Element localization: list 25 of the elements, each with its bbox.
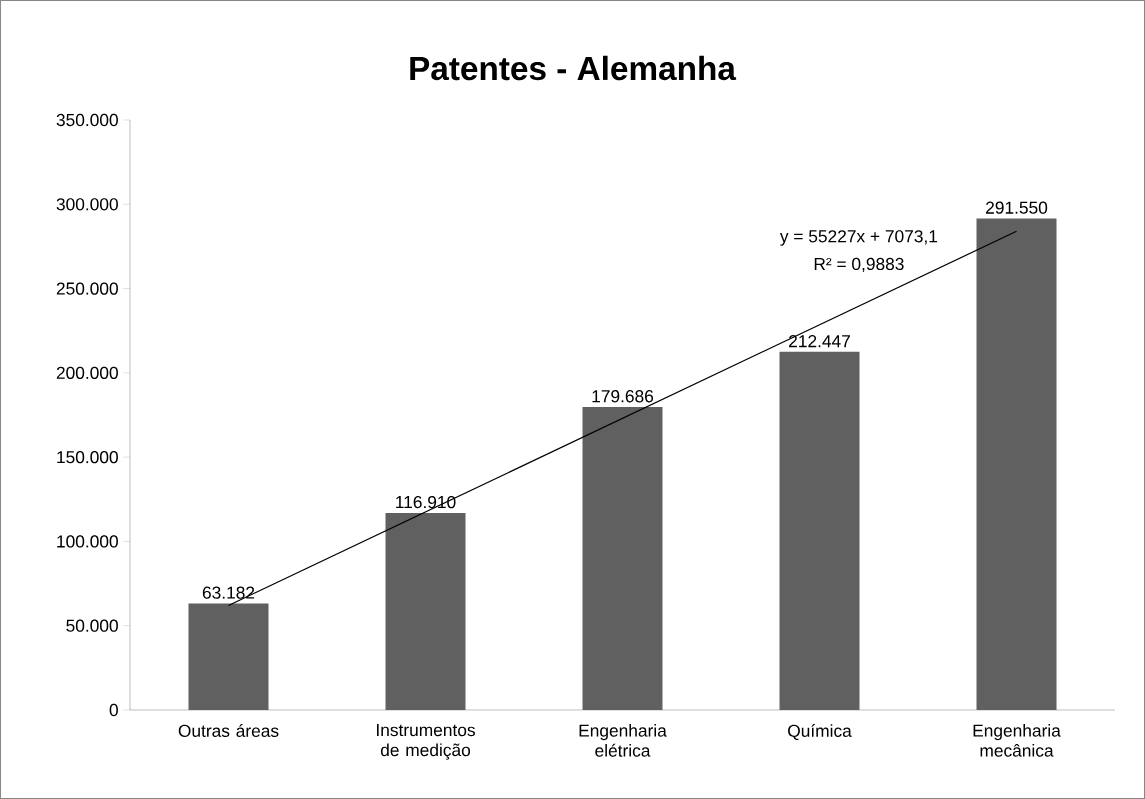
x-tick-label: Instrumentos de medição	[377, 724, 475, 760]
y-tick-label: 50.000	[66, 619, 118, 632]
x-tick-label: Engenharia elétrica	[579, 724, 667, 757]
data-label: 63.182	[202, 586, 255, 599]
data-label: 212.447	[789, 335, 850, 348]
y-tick-label: 300.000	[56, 198, 118, 211]
bar	[976, 218, 1057, 710]
chart-title: Patentes - Alemanha	[410, 55, 737, 81]
bar	[385, 512, 466, 710]
bar	[582, 407, 663, 710]
y-tick-label: 200.000	[56, 366, 118, 379]
bar	[188, 603, 269, 710]
y-tick-label: 350.000	[56, 113, 118, 127]
y-tick-label: 150.000	[57, 451, 118, 464]
y-tick-label: 100.000	[57, 535, 118, 548]
data-label: 291.550	[986, 201, 1048, 214]
annotation: y = 55227x + 7073,1	[779, 230, 938, 246]
y-tick-label: 250.000	[56, 282, 118, 295]
y-tick-label: 0	[109, 703, 118, 717]
annotation: R² = 0,9883	[814, 257, 904, 273]
bar	[779, 351, 860, 710]
x-tick-label: Química	[788, 724, 852, 741]
data-label: 179.686	[592, 390, 654, 403]
x-tick-label: Engenharia mecânica	[973, 724, 1061, 757]
x-tick-label: Outras áreas	[178, 724, 279, 737]
